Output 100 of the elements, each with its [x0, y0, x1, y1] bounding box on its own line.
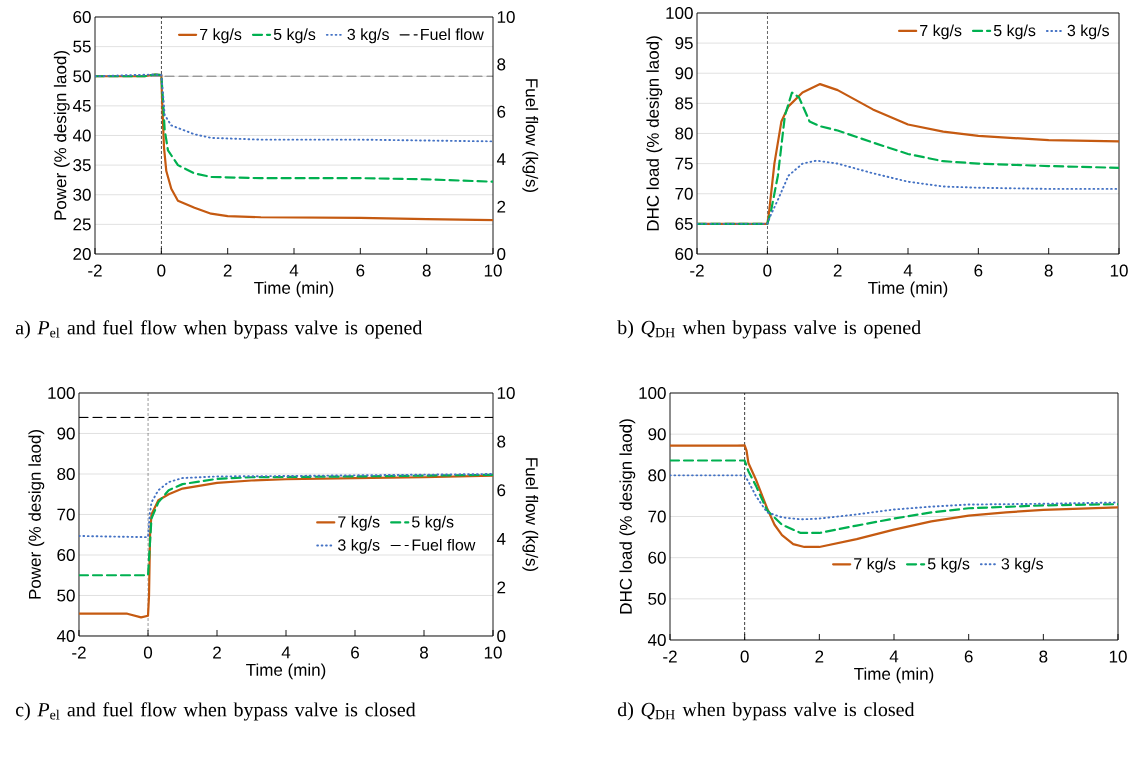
y-tick-label: 40	[72, 129, 91, 142]
y-tick-label: 80	[675, 127, 693, 140]
y2-tick-label: 4	[496, 532, 506, 545]
y-tick-label: 25	[73, 218, 91, 231]
y-tick-label: 45	[72, 99, 91, 112]
x-axis-title: Time (min)	[868, 281, 948, 298]
y-tick-label: 40	[56, 629, 75, 643]
x-tick-label: 10	[1109, 650, 1127, 663]
y2-tick-label: 6	[497, 105, 506, 118]
y-tick-label: 50	[648, 592, 666, 605]
y-tick-label: 70	[675, 187, 693, 200]
legend-label: 5 kg/s	[993, 24, 1036, 40]
x-tick-label: 0	[143, 646, 153, 659]
y2-axis-title: Fuel flow (kg/s)	[522, 79, 539, 193]
x-tick-label: 4	[289, 264, 299, 277]
x-tick-label: 10	[484, 264, 502, 277]
x-tick-label: 2	[213, 646, 221, 659]
y-axis-title: DHC load (% design laod)	[619, 419, 636, 614]
legend-label: 3 kg/s	[1067, 24, 1109, 40]
x-tick-label: 0	[157, 264, 166, 277]
y-tick-label: 60	[57, 548, 75, 562]
legend-label: 5 kg/s	[927, 557, 970, 573]
y-tick-label: 40	[647, 633, 666, 647]
legend-label: 7 kg/s	[338, 515, 380, 531]
y-tick-label: 80	[648, 469, 666, 482]
x-tick-label: 2	[815, 650, 824, 663]
y2-tick-label: 0	[497, 247, 506, 261]
legend-label: Fuel flow	[412, 538, 476, 551]
y-tick-label: 65	[675, 217, 693, 230]
y-tick-label: 100	[666, 6, 693, 20]
y-tick-label: 85	[675, 97, 693, 110]
y2-tick-label: 8	[497, 435, 506, 448]
legend-label: 5 kg/s	[273, 28, 316, 44]
y-tick-label: 50	[73, 70, 91, 83]
x-tick-label: 4	[889, 650, 899, 663]
legend-label: 3 kg/s	[347, 28, 389, 44]
y2-tick-label: 2	[497, 200, 506, 213]
y-tick-label: 60	[73, 10, 91, 24]
text: c) P$_{el}$ and fuel flow when bypass valve is closed	[15, 702, 416, 721]
legend-label: Fuel flow	[421, 28, 484, 41]
y-axis-title: DHC load (% design laod)	[646, 36, 663, 231]
legend-label: 3 kg/s	[1001, 557, 1044, 573]
y-tick-label: 35	[73, 159, 91, 172]
x-tick-label: 8	[1039, 650, 1048, 663]
y-tick-label: 80	[57, 467, 75, 481]
x-tick-label: 6	[974, 264, 983, 277]
text: a) P$_{el}$ and fuel flow when bypass valve is opened	[15, 320, 423, 339]
x-tick-label: 6	[356, 264, 365, 277]
y2-axis-title: Fuel flow (kg/s)	[522, 458, 539, 572]
x-tick-label: 8	[420, 646, 428, 659]
x-tick-label: 8	[1044, 264, 1053, 277]
x-tick-label: 4	[281, 646, 291, 659]
x-tick-label: -2	[690, 264, 704, 277]
x-axis-title: Time (min)	[254, 281, 334, 298]
x-tick-label: 2	[223, 264, 232, 277]
x-tick-label: 2	[833, 264, 842, 277]
y-tick-label: 90	[57, 427, 75, 440]
text: b) Q$_{DH}$ when bypass valve is opened	[617, 320, 921, 339]
y2-tick-label: 6	[497, 484, 506, 497]
x-tick-label: 8	[422, 264, 431, 277]
y-tick-label: 95	[675, 37, 693, 50]
text: d) Q$_{DH}$ when bypass valve is closed	[617, 702, 915, 721]
x-axis-title: Time (min)	[246, 663, 326, 680]
legend-label: 3 kg/s	[338, 538, 380, 554]
x-tick-label: 0	[740, 650, 749, 663]
x-tick-label: 10	[484, 646, 502, 659]
y-tick-label: 60	[675, 247, 693, 261]
y-tick-label: 55	[73, 40, 91, 53]
y-tick-label: 90	[648, 428, 666, 441]
y-tick-label: 20	[73, 247, 91, 261]
y-tick-label: 30	[73, 188, 91, 201]
y-tick-label: 90	[675, 67, 693, 80]
x-tick-label: 0	[763, 264, 772, 277]
y-tick-label: 100	[48, 386, 75, 400]
legend-label: 7 kg/s	[920, 24, 962, 40]
y-tick-label: 70	[57, 508, 75, 521]
x-tick-label: -2	[663, 650, 677, 663]
y2-tick-label: 10	[497, 386, 515, 400]
y-axis-title: Power (% design laod)	[28, 430, 45, 599]
y-axis-title: Power (% design laod)	[53, 51, 70, 220]
x-axis-title: Time (min)	[854, 667, 934, 684]
y2-tick-label: 0	[497, 629, 506, 643]
legend-label: 5 kg/s	[412, 515, 454, 531]
x-tick-label: 4	[903, 264, 913, 277]
x-tick-label: 10	[1110, 264, 1128, 277]
y2-tick-label: 2	[497, 581, 506, 594]
legend-label: 7 kg/s	[854, 557, 896, 573]
y-tick-label: 70	[648, 510, 666, 523]
x-tick-label: -2	[88, 264, 102, 277]
y2-tick-label: 10	[497, 10, 515, 24]
legend-label: 7 kg/s	[200, 28, 242, 44]
y2-tick-label: 8	[497, 58, 506, 71]
y-tick-label: 50	[57, 589, 75, 602]
x-tick-label: 6	[351, 646, 359, 659]
y-tick-label: 60	[648, 551, 666, 564]
x-tick-label: -2	[72, 646, 86, 659]
y-tick-label: 100	[639, 386, 666, 400]
y2-tick-label: 4	[496, 153, 506, 166]
y-tick-label: 75	[675, 157, 693, 170]
x-tick-label: 6	[964, 650, 973, 663]
